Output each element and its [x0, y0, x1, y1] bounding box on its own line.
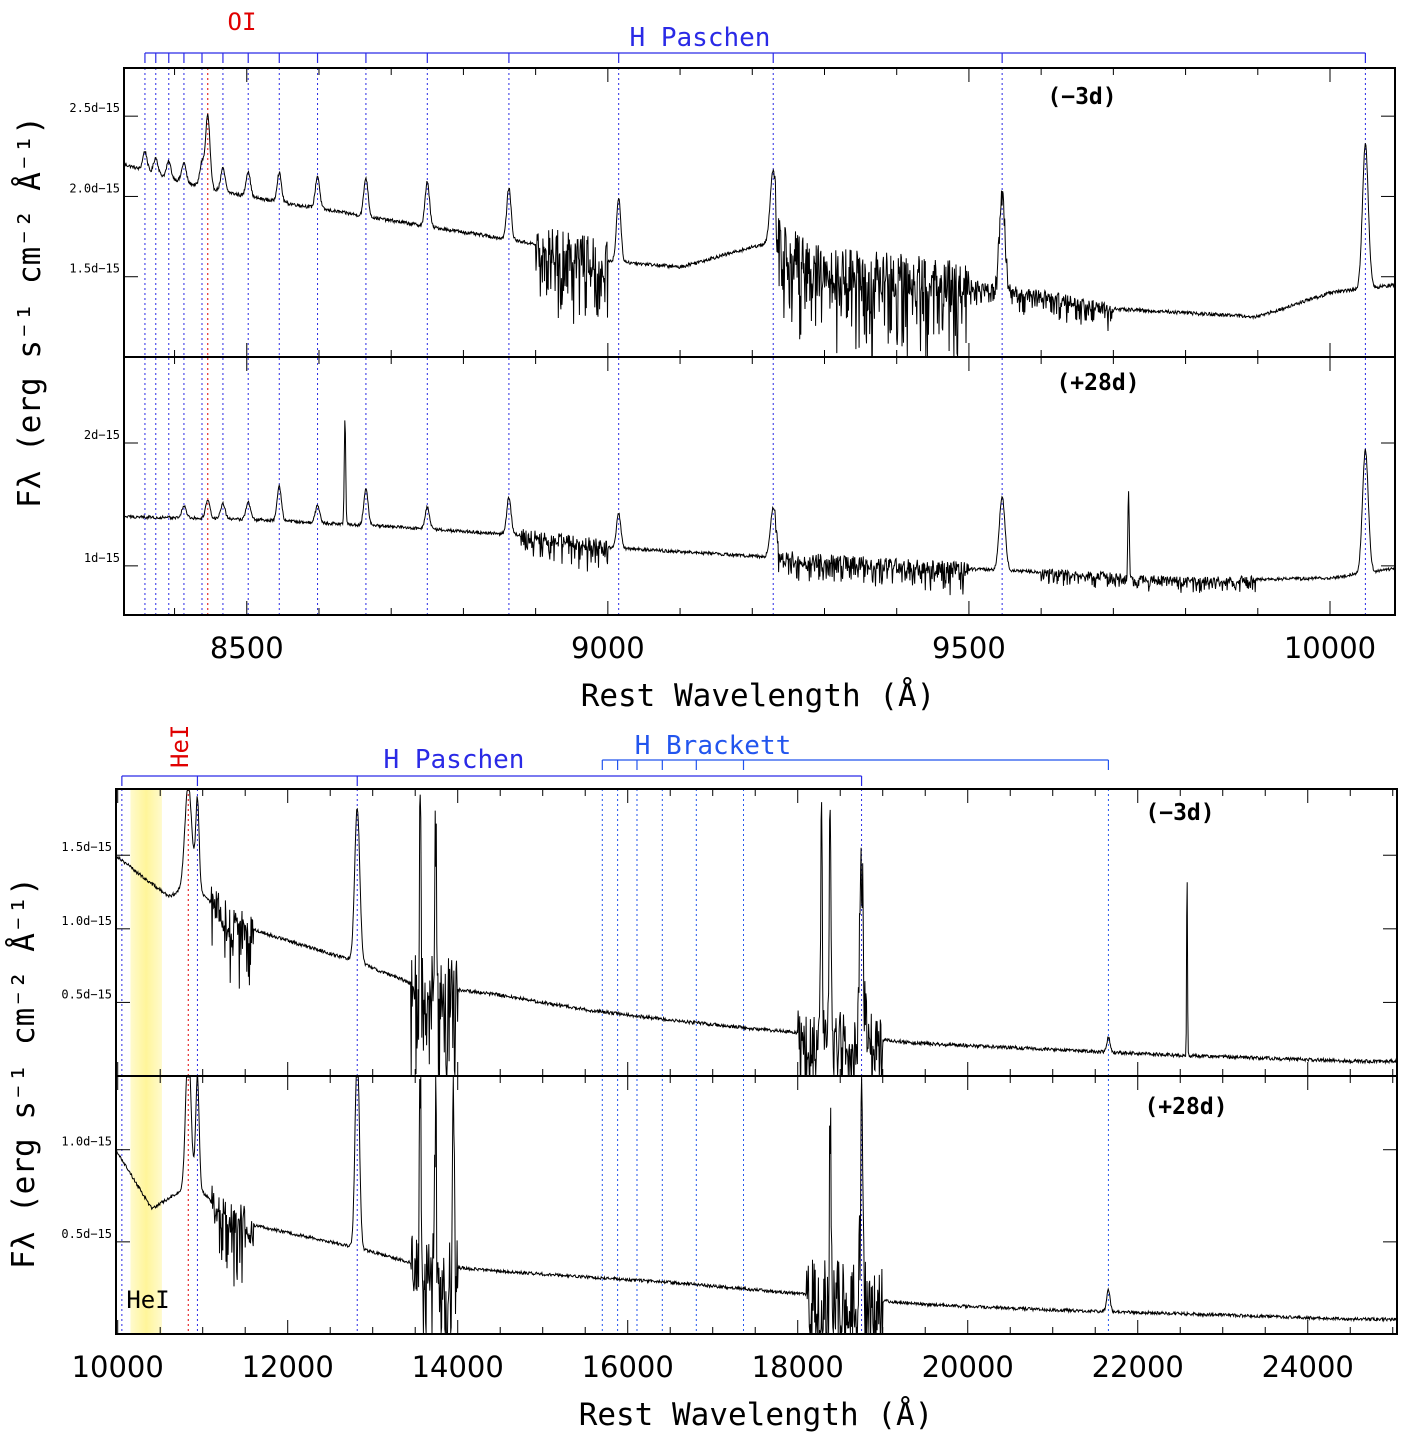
y-axis-title-nir: Fλ (erg s⁻¹ cm⁻² Å⁻¹): [6, 877, 42, 1269]
y-axis-title-optical: Fλ (erg s⁻¹ cm⁻² Å⁻¹): [12, 116, 48, 508]
epoch-label-optical-late: (+28d): [1056, 370, 1139, 396]
x-tick-label: 14000: [412, 1350, 504, 1384]
epoch-label-nir-early: (−3d): [1145, 800, 1214, 826]
label-brackett: H Brackett: [635, 731, 792, 761]
y-tick-label: 0.5d−15: [61, 987, 112, 1001]
y-tick-label: 1.5d−15: [69, 262, 120, 276]
y-tick-label: 1.0d−15: [61, 914, 112, 928]
panel-frame: [115, 1075, 1398, 1335]
y-tick-label: 2.0d−15: [69, 181, 120, 195]
epoch-label-optical-early: (−3d): [1047, 84, 1116, 110]
label-paschen-nir: H Paschen: [384, 745, 525, 775]
x-tick-label: 10000: [72, 1350, 164, 1384]
spectrum-line: [123, 420, 1395, 596]
spectrum-line: [115, 1076, 1398, 1335]
plot-layer: 1.5d−15 2.0d−15 2.5d−15 1d−15 2d−15 8500 9000 9…: [61, 52, 1398, 1384]
x-tick-label: 22000: [1092, 1350, 1184, 1384]
spectrum-line: [123, 113, 1396, 357]
y-tick-label: 1.5d−15: [61, 840, 112, 854]
spectrum-line: [115, 789, 1398, 1076]
y-tick-label: 2.5d−15: [69, 101, 120, 115]
y-tick-label: 0.5d−15: [61, 1227, 112, 1241]
y-tick-label: 2d−15: [84, 428, 120, 442]
x-tick-label: 18000: [752, 1350, 844, 1384]
panel-frame: [123, 356, 1396, 616]
x-tick-label: 16000: [582, 1350, 674, 1384]
x-tick-label: 20000: [922, 1350, 1014, 1384]
x-tick-label: 9000: [571, 631, 645, 665]
label-oi: OI: [228, 8, 257, 36]
label-hei-top: HeI: [166, 725, 194, 768]
x-axis-title-nir: Rest Wavelength (Å): [579, 1397, 934, 1433]
x-tick-label: 9500: [932, 631, 1006, 665]
x-tick-label: 10000: [1284, 631, 1376, 665]
label-hei-band: HeI: [126, 1286, 169, 1314]
epoch-label-nir-late: (+28d): [1144, 1094, 1227, 1120]
y-tick-label: 1.0d−15: [61, 1135, 112, 1149]
x-tick-label: 12000: [242, 1350, 334, 1384]
x-tick-label: 24000: [1262, 1350, 1354, 1384]
label-paschen-optical: H Paschen: [630, 23, 771, 53]
x-axis-title-optical: Rest Wavelength (Å): [581, 678, 936, 714]
panel-frame: [115, 788, 1398, 1077]
x-tick-label: 8500: [210, 631, 284, 665]
y-tick-label: 1d−15: [84, 551, 120, 565]
